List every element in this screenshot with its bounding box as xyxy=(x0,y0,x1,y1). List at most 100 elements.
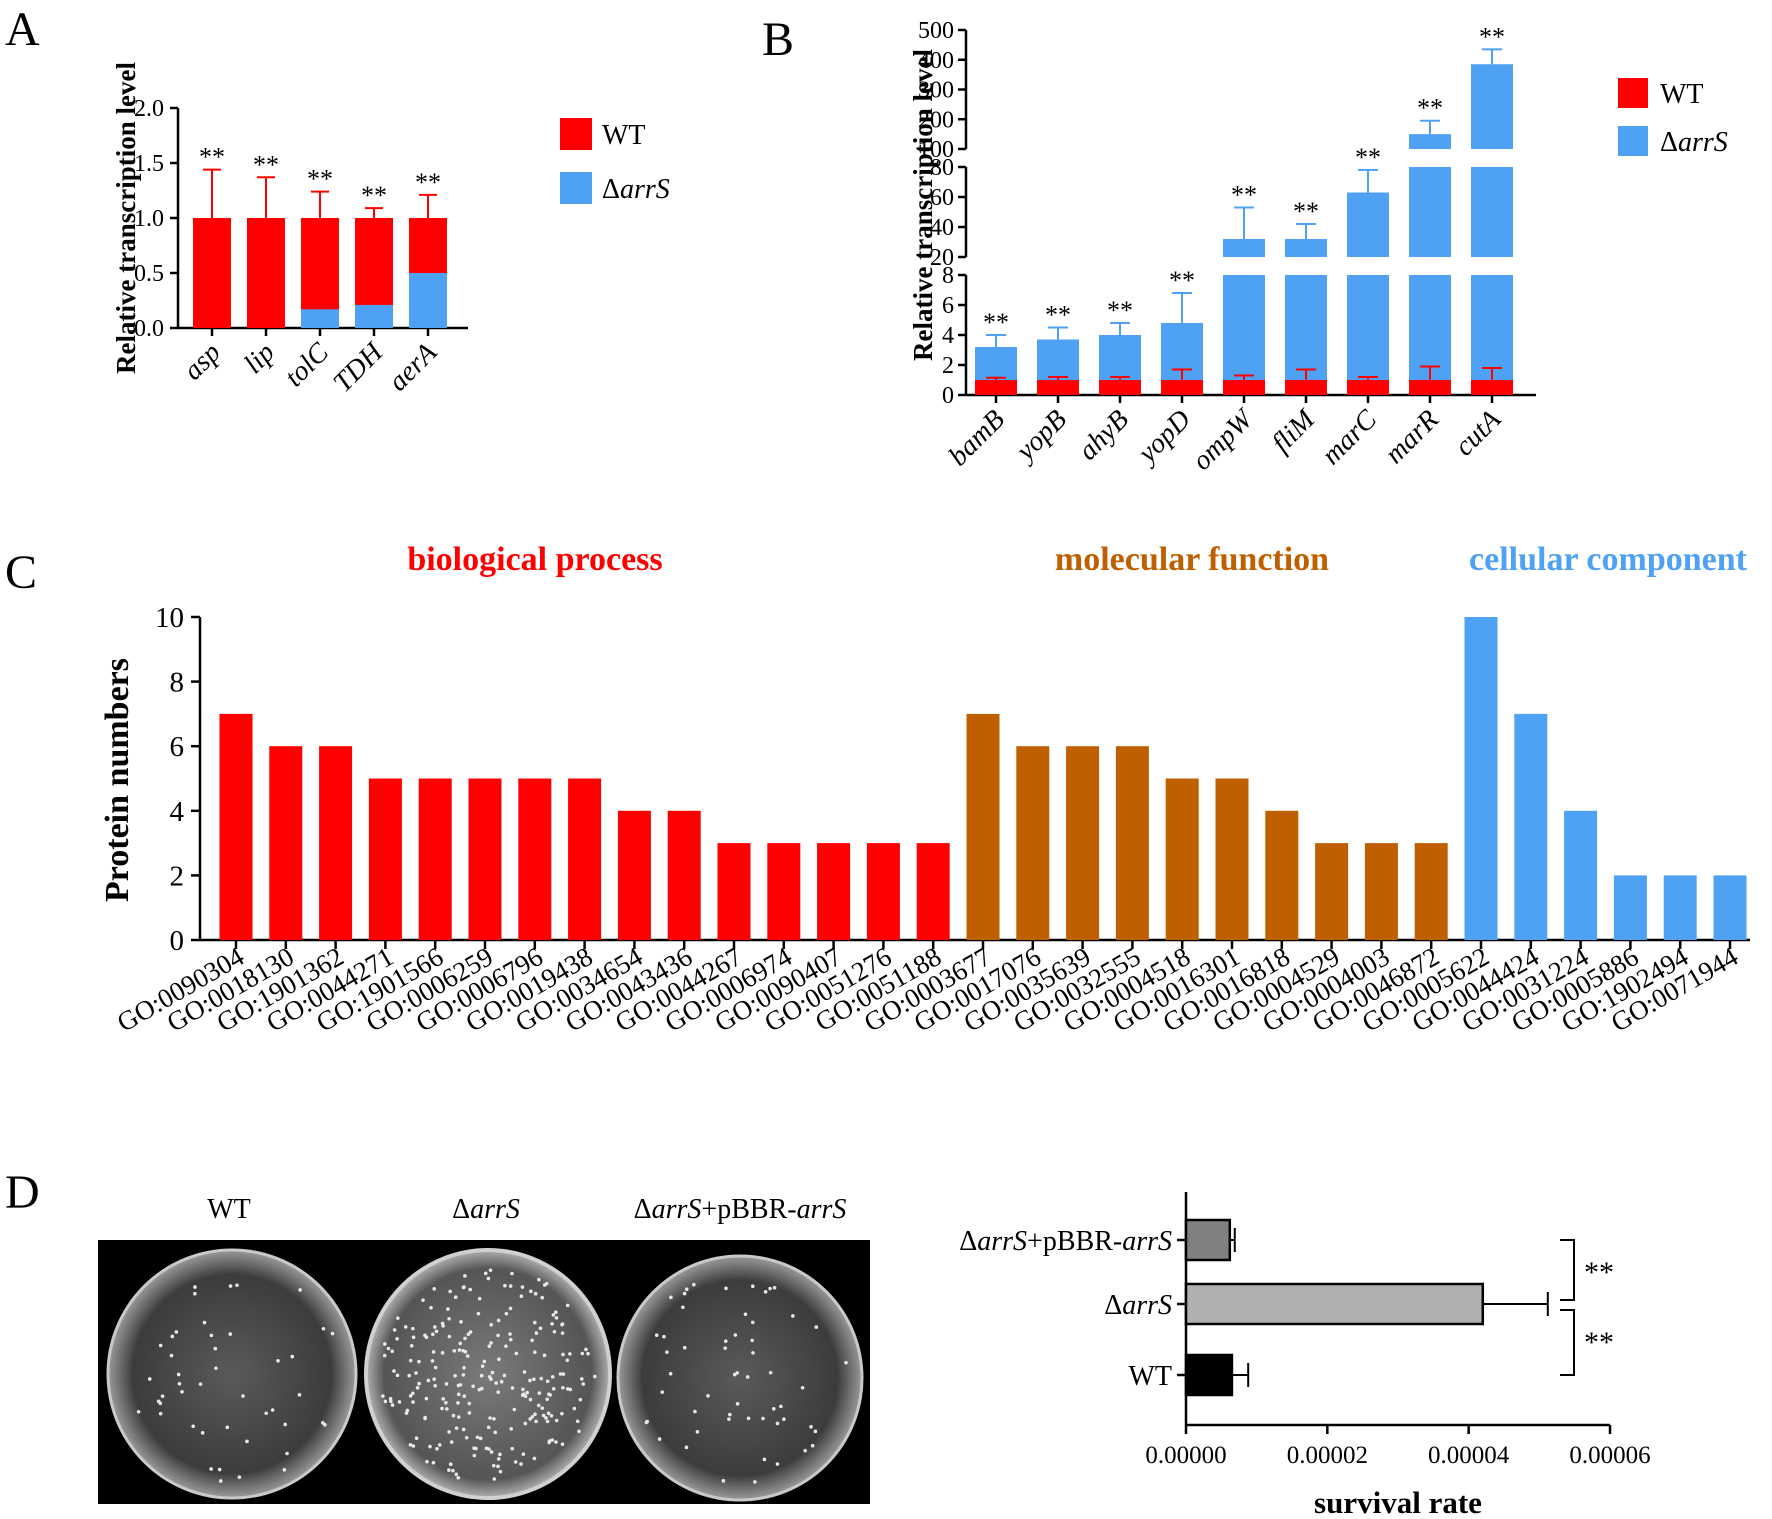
colony xyxy=(477,1296,482,1301)
colony xyxy=(441,1397,446,1401)
colony xyxy=(474,1446,478,1451)
group-title: biological process xyxy=(407,541,662,578)
colony xyxy=(554,1440,558,1444)
colony xyxy=(431,1332,435,1337)
colony xyxy=(444,1382,449,1386)
bar xyxy=(1315,843,1349,940)
bar-wt xyxy=(1285,380,1327,395)
colony xyxy=(463,1336,467,1341)
colony xyxy=(498,1452,502,1457)
colony xyxy=(693,1409,697,1414)
colony xyxy=(521,1387,525,1392)
colony xyxy=(408,1394,413,1398)
significance-mark: ** xyxy=(1231,181,1257,210)
chart-d: 0.00000 0.00002 0.00004 0.00006 survival rat… xyxy=(959,1192,1651,1519)
colony xyxy=(397,1400,402,1404)
bar-wt xyxy=(1409,380,1451,395)
colony xyxy=(810,1443,815,1448)
colony xyxy=(657,1437,662,1441)
colony xyxy=(486,1276,491,1281)
colony xyxy=(544,1416,548,1420)
bar xyxy=(319,746,353,940)
colony xyxy=(554,1316,559,1320)
significance-mark: ** xyxy=(1355,143,1381,172)
group-title: molecular function xyxy=(1055,541,1329,578)
bar xyxy=(667,810,701,940)
colony xyxy=(417,1381,421,1386)
x-tick-label: marR xyxy=(1379,404,1445,470)
colony xyxy=(522,1370,527,1374)
y-tick-label: 0 xyxy=(170,925,185,957)
x-tick-label: 0.00004 xyxy=(1428,1442,1510,1469)
colony xyxy=(435,1447,439,1451)
colony xyxy=(411,1335,416,1340)
plate-labels: WT ΔarrS ΔarrS+pBBR-arrS xyxy=(207,1194,846,1225)
colony xyxy=(580,1351,585,1356)
colony xyxy=(684,1445,689,1450)
colony xyxy=(283,1422,288,1427)
x-tick-label: 0.00000 xyxy=(1145,1442,1226,1469)
legend-label-arrs: ΔarrS xyxy=(602,174,670,205)
x-tick-label: 0.00006 xyxy=(1569,1442,1650,1469)
colony xyxy=(724,1286,728,1291)
bar xyxy=(1414,843,1448,940)
colony xyxy=(282,1468,287,1472)
bar xyxy=(717,843,751,940)
colony xyxy=(193,1285,197,1289)
plate-label: ΔarrS xyxy=(452,1194,520,1225)
colony xyxy=(525,1390,530,1395)
colony xyxy=(447,1316,451,1321)
bar xyxy=(1364,843,1398,940)
y-tick-label: 6 xyxy=(942,293,954,319)
bar xyxy=(1564,810,1598,940)
colony xyxy=(508,1306,513,1311)
colony xyxy=(530,1414,535,1419)
colony xyxy=(496,1318,501,1323)
colony xyxy=(554,1310,558,1315)
colony xyxy=(457,1348,462,1352)
colony xyxy=(550,1321,554,1326)
colony xyxy=(471,1384,475,1389)
colony xyxy=(213,1346,218,1351)
colony xyxy=(565,1387,570,1391)
colony xyxy=(432,1287,437,1291)
colony xyxy=(586,1351,590,1356)
colony xyxy=(245,1439,249,1444)
colony xyxy=(432,1377,436,1381)
colony xyxy=(540,1295,545,1300)
bar-wt xyxy=(193,218,231,328)
colony xyxy=(468,1287,473,1292)
bar-wt xyxy=(247,218,285,328)
colony xyxy=(448,1289,452,1294)
colony xyxy=(489,1341,493,1345)
colony xyxy=(431,1460,436,1465)
colony xyxy=(541,1413,546,1418)
y-tick-label: 10 xyxy=(155,602,184,634)
x-tick-label: yopD xyxy=(1130,404,1197,471)
y-tick-label: ΔarrS xyxy=(1104,1290,1172,1321)
bar xyxy=(1464,617,1498,940)
colony xyxy=(428,1444,432,1449)
colony xyxy=(492,1417,496,1421)
y-tick-label: 40 xyxy=(930,215,954,241)
colony xyxy=(560,1331,565,1335)
y-tick-label: 2 xyxy=(942,353,954,379)
colony xyxy=(228,1332,233,1336)
panel-label-b: B xyxy=(762,13,794,66)
colony xyxy=(411,1444,416,1448)
colony xyxy=(560,1411,564,1416)
bar-arrs xyxy=(1471,167,1513,257)
chart-c: 0 2 4 6 8 10 Protein numbers biological process… xyxy=(99,541,1750,1038)
colony xyxy=(421,1298,425,1302)
bar xyxy=(1016,746,1050,940)
colony xyxy=(423,1415,427,1420)
bar xyxy=(1265,810,1299,940)
y-tick-label: 200 xyxy=(918,107,954,133)
colony xyxy=(733,1333,738,1337)
colony xyxy=(321,1326,326,1331)
bar xyxy=(916,843,950,940)
colony xyxy=(209,1467,213,1471)
colony xyxy=(276,1359,280,1363)
